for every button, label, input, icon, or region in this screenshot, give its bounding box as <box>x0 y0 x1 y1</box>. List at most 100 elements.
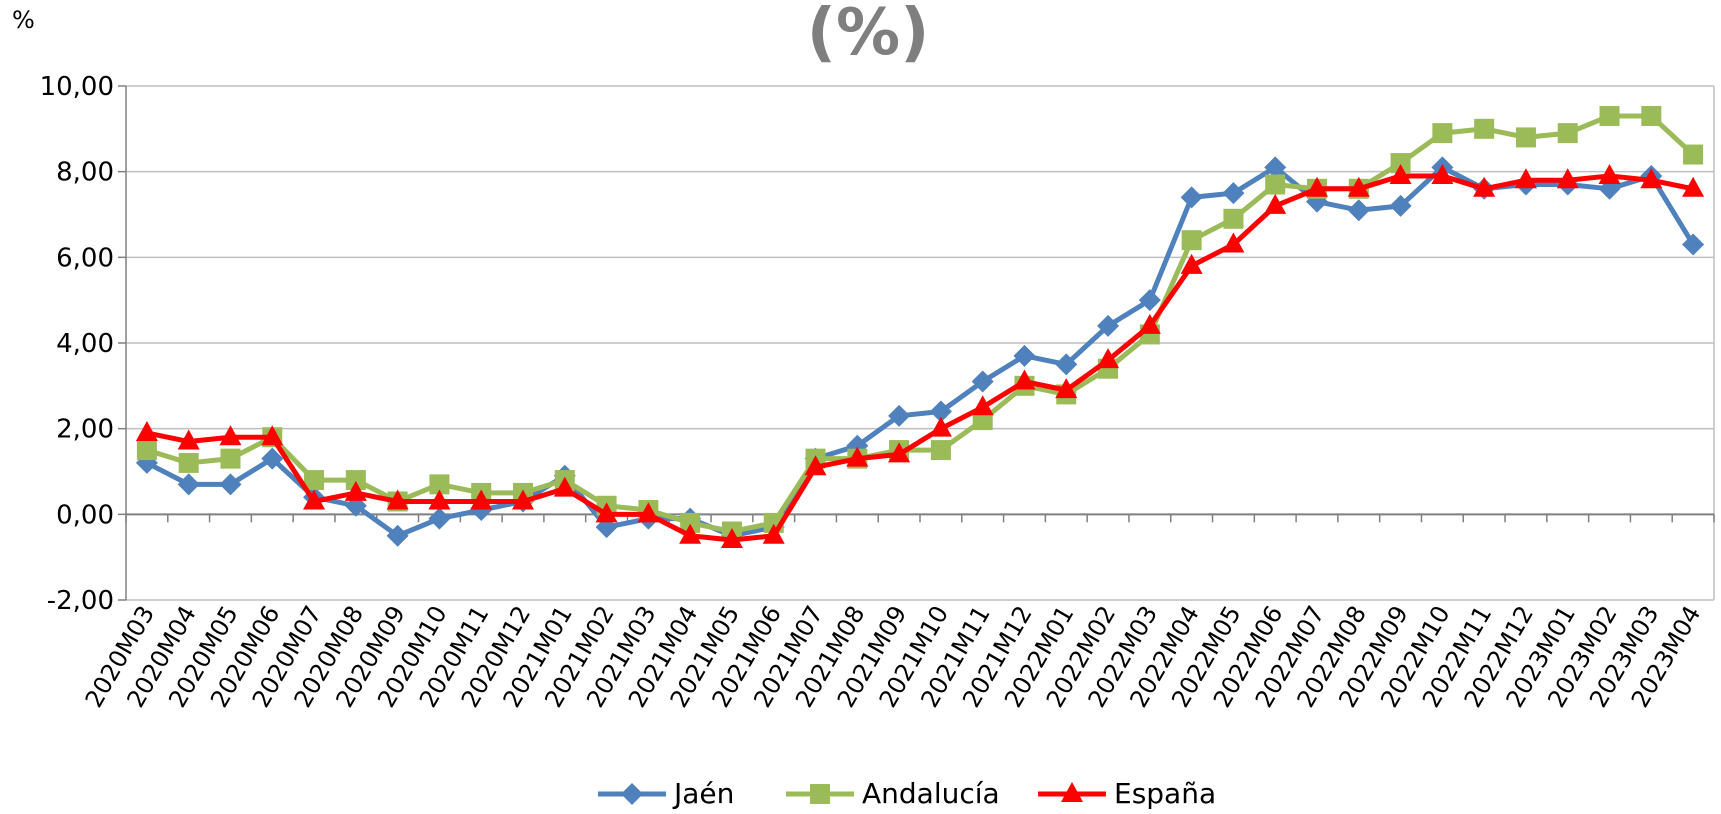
series-line <box>146 173 1694 543</box>
y-tick-labels: -2,00 0,00 2,00 4,00 6,00 8,00 10,00 <box>40 72 114 616</box>
data-point <box>888 442 911 463</box>
data-point <box>1097 348 1120 369</box>
data-point <box>304 470 325 491</box>
data-point <box>428 489 451 510</box>
data-point <box>1682 176 1705 197</box>
data-point <box>220 448 241 469</box>
data-point <box>429 474 450 495</box>
data-point <box>1683 144 1704 165</box>
gridlines <box>118 85 1714 601</box>
data-point <box>261 425 284 446</box>
series-1 <box>136 105 1704 542</box>
data-point <box>1223 208 1244 229</box>
data-point <box>1640 168 1663 189</box>
data-point <box>1264 156 1287 179</box>
series-line <box>145 164 1696 539</box>
data-point <box>971 370 994 393</box>
data-point <box>888 404 911 427</box>
y-tick-label: 4,00 <box>56 329 114 359</box>
data-point <box>219 473 242 496</box>
data-point <box>930 440 951 461</box>
data-point <box>929 400 952 423</box>
data-point <box>1306 176 1328 197</box>
series-2 <box>135 163 1705 549</box>
data-point <box>846 446 869 467</box>
data-point <box>1055 378 1078 399</box>
data-point <box>804 455 827 476</box>
y-axis-unit-label: % <box>12 6 35 34</box>
data-point <box>1265 174 1286 195</box>
y-tick-label: 0,00 <box>56 500 114 530</box>
axes <box>125 86 1715 600</box>
data-point <box>1390 153 1411 174</box>
data-point <box>1055 353 1078 376</box>
data-point <box>177 429 200 450</box>
data-point <box>762 523 785 544</box>
data-point <box>1222 182 1245 205</box>
y-tick-label: 6,00 <box>56 243 114 273</box>
data-point <box>1515 127 1536 148</box>
data-point <box>1557 123 1578 144</box>
data-point <box>386 524 409 547</box>
data-point <box>512 489 534 510</box>
data-point <box>1180 186 1203 209</box>
data-point <box>1013 344 1036 367</box>
legend-item: Jaén <box>598 777 734 810</box>
data-point <box>1389 194 1412 217</box>
data-point <box>1599 105 1620 126</box>
data-point <box>177 473 200 496</box>
data-point <box>428 507 451 530</box>
data-point <box>135 420 158 441</box>
data-point <box>1138 313 1161 334</box>
data-point <box>1389 163 1412 184</box>
data-point <box>595 502 618 523</box>
data-point <box>219 425 242 446</box>
legend-marker <box>621 783 643 805</box>
y-tick-label: 10,00 <box>40 72 114 102</box>
legend-label: Andalucía <box>862 777 1000 810</box>
data-point <box>1138 289 1161 312</box>
data-point <box>1598 163 1621 184</box>
data-point <box>637 502 660 523</box>
y-tick-label: 8,00 <box>56 158 114 188</box>
data-point <box>1347 199 1370 222</box>
data-point <box>1222 232 1245 253</box>
data-point <box>1641 105 1662 126</box>
legend-label: España <box>1114 777 1216 810</box>
legend-marker <box>1061 782 1083 802</box>
data-point <box>1432 123 1453 144</box>
data-point <box>303 489 326 510</box>
legend-item: Andalucía <box>786 777 1000 810</box>
data-point <box>261 447 284 470</box>
data-point <box>1682 233 1705 256</box>
data-point <box>1431 163 1454 184</box>
data-point <box>1180 253 1203 274</box>
data-point <box>680 512 701 533</box>
data-point <box>971 395 994 416</box>
data-point <box>178 452 199 473</box>
data-point <box>1474 118 1495 139</box>
data-point <box>1097 314 1120 337</box>
data-point <box>1556 168 1579 189</box>
legend-marker <box>810 784 830 804</box>
data-point <box>470 489 493 510</box>
data-point <box>1473 176 1496 197</box>
x-tick-labels: 2020M032020M042020M052020M062020M072020M… <box>80 601 1707 712</box>
data-point <box>136 440 157 461</box>
data-point <box>1514 168 1537 189</box>
chart-title: (%) <box>807 0 930 70</box>
data-point <box>344 480 367 501</box>
legend-item: España <box>1038 777 1216 810</box>
legend: Jaén Andalucía España <box>598 777 1216 810</box>
data-point <box>553 476 576 497</box>
data-point <box>1264 193 1287 214</box>
series-group <box>135 105 1705 549</box>
data-point <box>679 523 702 544</box>
data-point <box>1347 176 1370 197</box>
data-point <box>720 528 743 549</box>
y-tick-label: 2,00 <box>56 415 114 445</box>
data-point <box>345 470 366 491</box>
y-tick-label: -2,00 <box>47 586 114 616</box>
data-point <box>929 416 952 437</box>
